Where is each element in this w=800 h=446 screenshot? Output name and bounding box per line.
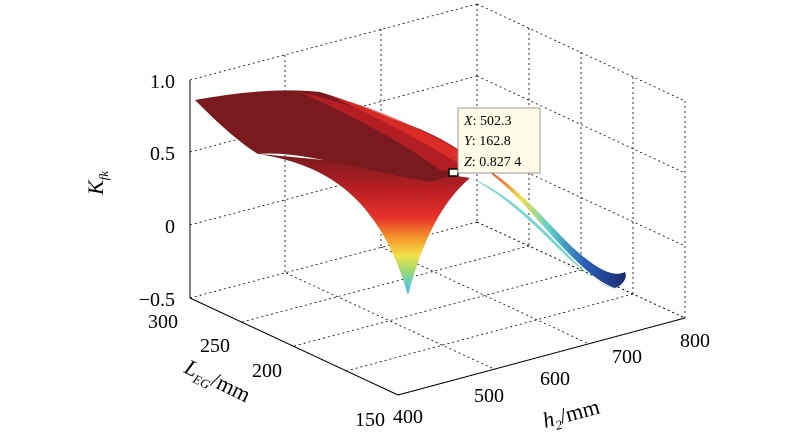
surface-tail (350, 110, 626, 288)
grid-line (189, 221, 478, 299)
datatip-y: Y: 162.8 (464, 134, 511, 149)
x-tick-label: 600 (540, 368, 570, 390)
grid-line (189, 3, 478, 81)
grid-line (285, 272, 495, 370)
grid-line (476, 75, 686, 174)
y-tick-label: 300 (148, 311, 178, 333)
datatip-box (457, 107, 541, 174)
x-tick-label: 700 (612, 346, 642, 368)
x-axis-title: h2/mm (540, 394, 603, 436)
axes (189, 80, 686, 396)
y-axis-title: LEG/mm (179, 354, 255, 410)
grid-line (241, 245, 530, 323)
surface-band (330, 96, 472, 164)
y-ticks: 300 250 200 150 (148, 311, 385, 431)
y-tick-label: 200 (252, 360, 282, 382)
surface-top (195, 90, 470, 182)
z-tick-label: 0.5 (150, 143, 175, 165)
x-tick-label: 800 (680, 330, 710, 352)
y-tick-label: 250 (200, 335, 230, 357)
surface-fold (258, 154, 470, 295)
grid-line (380, 246, 590, 345)
z-tick-label: 0 (165, 216, 175, 238)
x-ticks: 400 500 600 700 800 (393, 330, 710, 428)
grid-line (476, 148, 686, 247)
grid-line (476, 221, 686, 319)
x-tick-label: 500 (474, 385, 504, 407)
y-tick-label: 150 (355, 409, 385, 431)
surface-tail-underside (470, 178, 618, 289)
z-tick-label: 1.0 (150, 71, 175, 93)
z-tick-label: −0.5 (139, 289, 175, 311)
grid-line (345, 293, 634, 372)
datatip-z: Z: 0.827 4 (464, 155, 521, 170)
z-ticks: 1.0 0.5 0 −0.5 (139, 71, 175, 311)
y-axis-line (189, 297, 399, 396)
datatip-marker (448, 168, 459, 177)
datatip[interactable]: X: 502.3 Y: 162.8 Z: 0.827 4 (448, 107, 541, 177)
grid-line (476, 3, 686, 102)
surface-band (300, 92, 470, 171)
datatip-x: X: 502.3 (463, 114, 511, 129)
x-tick-label: 400 (393, 406, 423, 428)
surface (195, 90, 626, 295)
z-axis-title: Kfk (83, 171, 111, 196)
x-axis-line (397, 317, 686, 396)
grid-line (293, 269, 582, 347)
